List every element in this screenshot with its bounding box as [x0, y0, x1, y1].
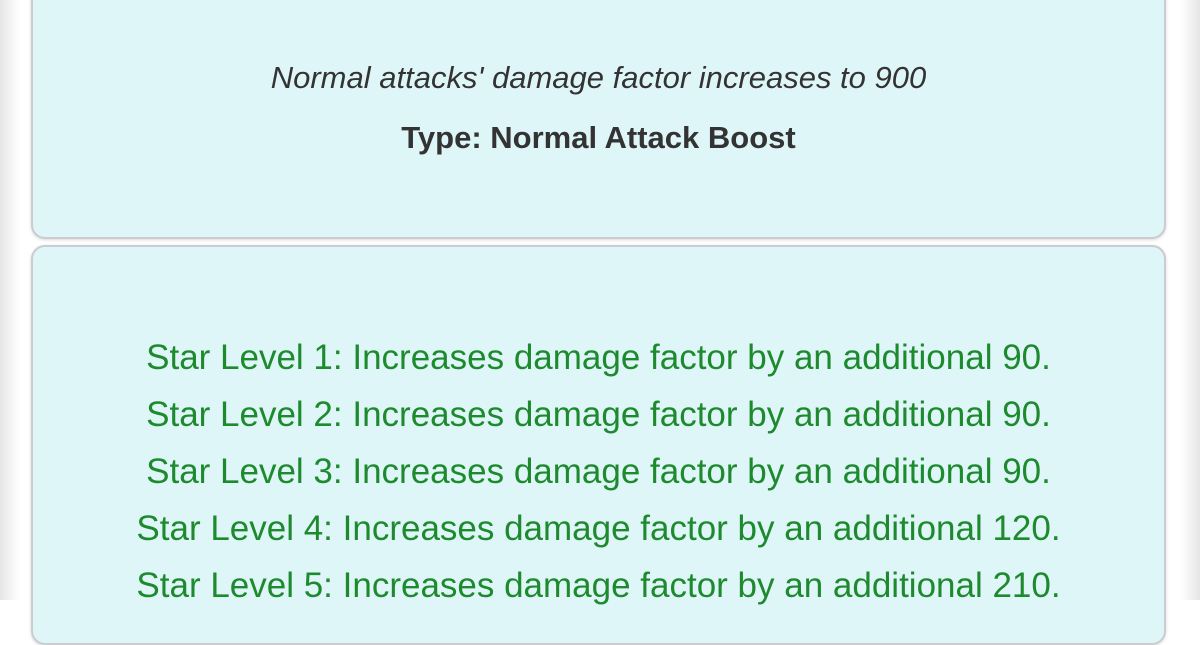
star-level-item: Star Level 4: Increases damage factor by… — [136, 509, 1061, 548]
skill-info-card: Normal attacks' damage factor increases … — [31, 0, 1166, 239]
star-levels-card: Star Level 1: Increases damage factor by… — [31, 245, 1166, 645]
skill-description: Normal attacks' damage factor increases … — [270, 60, 927, 95]
skill-type: Type: Normal Attack Boost — [401, 120, 796, 155]
star-level-item: Star Level 5: Increases damage factor by… — [136, 566, 1061, 605]
star-level-list: Star Level 1: Increases damage factor by… — [33, 329, 1164, 614]
left-edge — [0, 0, 20, 600]
star-level-item: Star Level 2: Increases damage factor by… — [146, 395, 1051, 434]
star-level-item: Star Level 3: Increases damage factor by… — [146, 452, 1051, 491]
right-edge — [1180, 0, 1200, 600]
star-level-item: Star Level 1: Increases damage factor by… — [146, 338, 1051, 377]
